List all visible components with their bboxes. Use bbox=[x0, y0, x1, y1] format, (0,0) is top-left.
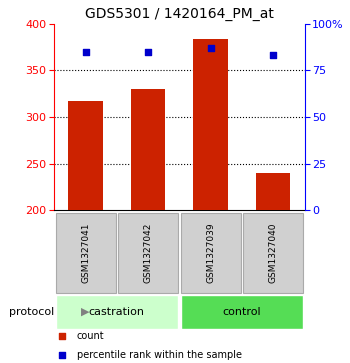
Text: GSM1327041: GSM1327041 bbox=[81, 223, 90, 283]
Point bbox=[245, 96, 251, 102]
Text: GSM1327040: GSM1327040 bbox=[269, 223, 278, 283]
Bar bbox=[56, 295, 178, 329]
Point bbox=[145, 49, 151, 54]
FancyBboxPatch shape bbox=[118, 213, 178, 293]
Text: castration: castration bbox=[89, 307, 145, 317]
Bar bbox=[194, 40, 228, 210]
Bar bbox=[131, 89, 165, 210]
Bar bbox=[256, 173, 290, 210]
Text: percentile rank within the sample: percentile rank within the sample bbox=[77, 350, 242, 359]
Text: count: count bbox=[77, 331, 104, 341]
Point bbox=[83, 49, 88, 54]
Bar bbox=[68, 101, 103, 210]
Text: ▶: ▶ bbox=[80, 307, 89, 317]
Title: GDS5301 / 1420164_PM_at: GDS5301 / 1420164_PM_at bbox=[85, 7, 274, 21]
Bar bbox=[181, 295, 303, 329]
FancyBboxPatch shape bbox=[243, 213, 303, 293]
FancyBboxPatch shape bbox=[56, 213, 116, 293]
FancyBboxPatch shape bbox=[181, 213, 241, 293]
Point bbox=[271, 52, 276, 58]
Text: GSM1327039: GSM1327039 bbox=[206, 223, 215, 283]
Point bbox=[208, 45, 213, 51]
Text: protocol: protocol bbox=[9, 307, 54, 317]
Text: GSM1327042: GSM1327042 bbox=[144, 223, 153, 283]
Point bbox=[245, 266, 251, 272]
Text: control: control bbox=[223, 307, 261, 317]
